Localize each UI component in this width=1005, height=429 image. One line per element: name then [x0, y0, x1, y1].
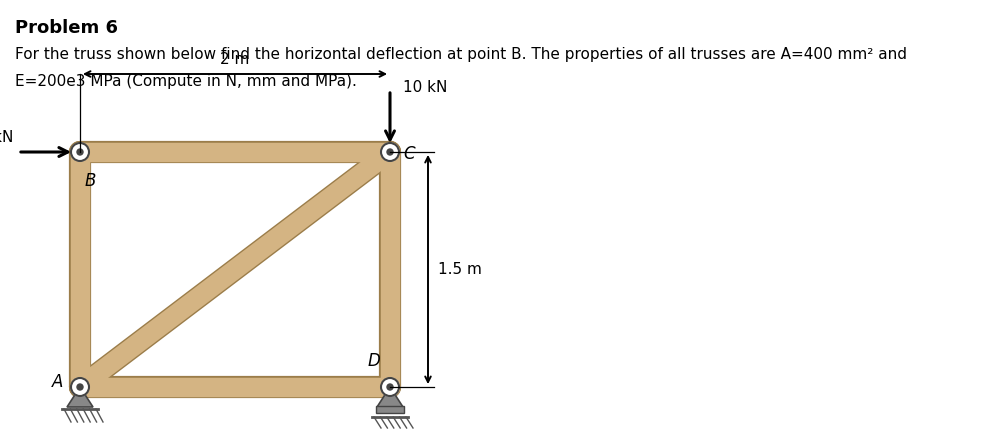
Circle shape — [71, 143, 89, 161]
Text: 1.5 m: 1.5 m — [438, 262, 481, 277]
Text: C: C — [403, 145, 415, 163]
Text: D: D — [367, 352, 380, 370]
Circle shape — [77, 384, 83, 390]
Circle shape — [71, 378, 89, 396]
Text: 2 m: 2 m — [220, 52, 249, 67]
Circle shape — [381, 378, 399, 396]
Circle shape — [77, 149, 83, 155]
Circle shape — [387, 384, 393, 390]
Text: E=200e3 MPa (Compute in N, mm and MPa).: E=200e3 MPa (Compute in N, mm and MPa). — [15, 74, 357, 89]
Bar — [376, 405, 404, 413]
Circle shape — [387, 149, 393, 155]
Text: Problem 6: Problem 6 — [15, 19, 118, 37]
Text: B: B — [85, 172, 96, 190]
Text: 10 kN: 10 kN — [403, 81, 447, 96]
Polygon shape — [377, 387, 403, 407]
Text: A: A — [51, 373, 63, 391]
Polygon shape — [67, 387, 93, 407]
Text: For the truss shown below find the horizontal deflection at point B. The propert: For the truss shown below find the horiz… — [15, 47, 907, 62]
Text: 20 kN: 20 kN — [0, 130, 13, 145]
Circle shape — [381, 143, 399, 161]
